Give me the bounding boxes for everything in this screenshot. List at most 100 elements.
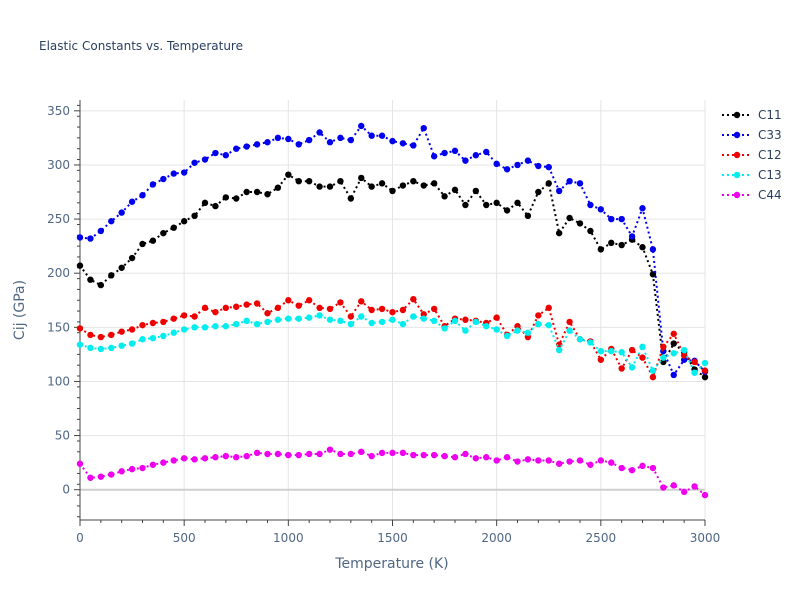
legend-item-C11[interactable]: C11: [722, 108, 782, 122]
data-point: [628, 364, 636, 371]
data-point: [587, 461, 594, 468]
data-point: [524, 329, 532, 336]
data-point: [180, 218, 188, 225]
data-point: [108, 344, 115, 352]
data-point: [222, 323, 230, 330]
data-point: [399, 449, 407, 457]
legend-item-C13[interactable]: C13: [722, 168, 782, 182]
data-point: [535, 320, 542, 328]
data-point: [326, 183, 334, 190]
data-point: [149, 181, 157, 188]
data-point: [514, 327, 521, 334]
data-point: [472, 455, 480, 462]
data-point: [472, 152, 480, 159]
data-point: [347, 450, 355, 458]
data-point: [191, 313, 198, 320]
data-point: [128, 254, 136, 262]
data-point: [222, 452, 230, 460]
data-point: [160, 459, 167, 466]
data-point: [451, 147, 459, 155]
data-point: [326, 316, 334, 323]
data-point: [368, 183, 375, 190]
data-point: [243, 301, 250, 308]
data-point: [243, 452, 250, 460]
legend-label: C33: [758, 128, 782, 142]
data-point: [545, 304, 552, 312]
data-point: [503, 454, 511, 461]
data-point: [128, 340, 136, 347]
data-point: [368, 319, 375, 327]
data-point: [233, 303, 240, 310]
data-point: [701, 491, 709, 499]
axes: 0 50 100 150 200 250 300 350 0 500 1000 1500 2000 250…: [47, 100, 720, 545]
data-point: [274, 184, 282, 191]
data-point: [108, 218, 115, 225]
data-point: [212, 308, 219, 316]
data-point: [493, 199, 500, 207]
data-point: [222, 194, 230, 201]
data-point: [701, 367, 709, 374]
data-point: [108, 471, 115, 478]
data-point: [337, 299, 344, 306]
legend-item-C44[interactable]: C44: [722, 188, 782, 202]
data-point: [118, 264, 125, 271]
data-point: [97, 227, 105, 235]
data-point: [420, 182, 427, 189]
data-point: [462, 201, 469, 209]
data-point: [576, 336, 584, 343]
data-point: [253, 449, 261, 457]
data-point: [514, 458, 521, 465]
data-point: [451, 454, 459, 461]
data-point: [680, 352, 688, 359]
data-point: [180, 326, 188, 333]
data-point: [410, 177, 417, 185]
data-point: [410, 313, 417, 320]
x-tick-label: 0: [76, 531, 84, 545]
data-point: [285, 135, 292, 143]
data-point: [462, 316, 469, 323]
data-point: [462, 450, 469, 458]
data-point: [608, 459, 615, 466]
data-point: [639, 354, 646, 361]
data-point: [180, 455, 188, 462]
data-point: [118, 342, 125, 349]
data-point: [701, 373, 709, 381]
chart-title: Elastic Constants vs. Temperature: [39, 39, 243, 53]
data-point: [76, 234, 84, 241]
data-point: [358, 174, 365, 182]
data-point: [274, 134, 282, 142]
data-point: [503, 166, 511, 173]
data-point: [160, 318, 167, 326]
legend-label: C12: [758, 148, 782, 162]
legend-item-C12[interactable]: C12: [722, 148, 782, 162]
data-point: [378, 318, 386, 326]
data-point: [274, 304, 282, 312]
data-point: [597, 457, 605, 464]
data-point: [97, 333, 105, 341]
data-point: [660, 484, 667, 491]
data-point: [97, 473, 105, 480]
legend-swatch-marker: [733, 151, 741, 159]
data-point: [212, 454, 219, 461]
data-point: [514, 199, 521, 207]
data-point: [618, 215, 625, 223]
data-point: [670, 350, 677, 357]
data-point: [441, 325, 448, 332]
y-tick-label: 250: [47, 212, 70, 226]
data-point: [274, 450, 282, 458]
data-point: [149, 334, 157, 342]
data-point: [264, 318, 271, 326]
x-tick-label: 1000: [273, 531, 304, 545]
data-point: [337, 450, 344, 458]
data-point: [347, 313, 355, 320]
data-point: [639, 244, 646, 251]
data-point: [483, 148, 490, 156]
data-point: [212, 202, 219, 210]
data-point: [191, 456, 198, 463]
data-point: [253, 141, 261, 148]
data-point: [420, 315, 427, 322]
data-point: [524, 212, 532, 220]
y-tick-label: 300: [47, 158, 70, 172]
data-point: [128, 198, 136, 205]
legend-item-C33[interactable]: C33: [722, 128, 782, 142]
